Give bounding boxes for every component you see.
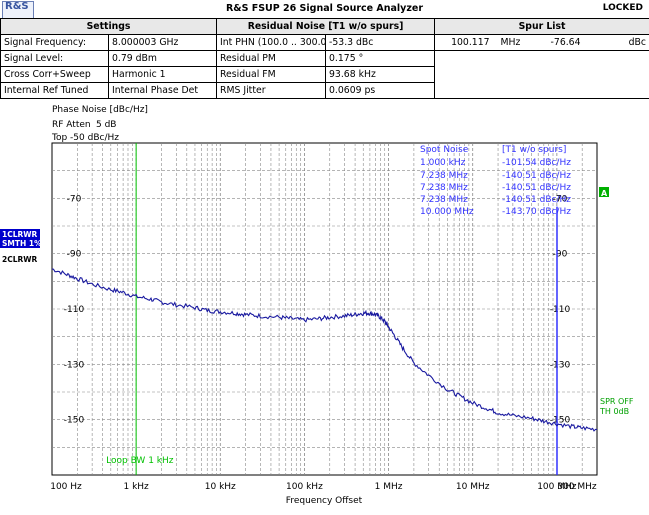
x-tick-label: 100 kHz xyxy=(286,482,323,492)
x-tick-label: 100 MHz xyxy=(537,482,577,492)
phase-noise-trace xyxy=(51,268,597,432)
spr-off-label: SPR OFF xyxy=(600,397,634,406)
lock-status: LOCKED xyxy=(602,3,643,13)
trace1-badge[interactable] xyxy=(0,229,40,248)
spot-noise-value: -140.51 dBc/Hz xyxy=(502,171,571,181)
x-tick-label: 10 MHz xyxy=(456,482,490,492)
settings-label: Internal Ref Tuned xyxy=(0,82,109,99)
y-tick-label-left: -90 xyxy=(67,250,82,260)
a-badge-text: A xyxy=(601,189,608,198)
spot-noise-header-right: [T1 w/o spurs] xyxy=(502,145,566,155)
top-level-label: Top -50 dBc/Hz xyxy=(51,133,119,143)
spot-noise-value: -143.70 dBc/Hz xyxy=(502,207,571,217)
x-tick-label: 10 kHz xyxy=(205,482,236,492)
trace1-label: 1CLRWR xyxy=(2,230,38,239)
x-axis-label: Frequency Offset xyxy=(286,496,363,506)
x-tick-labels: 100 Hz 1 kHz 10 kHz 100 kHz 1 MHz 10 MHz 100 M… xyxy=(50,482,597,492)
loop-bw-label: Loop BW 1 kHz xyxy=(106,456,174,466)
spur-freq-unit: MHz xyxy=(492,34,540,51)
y-tick-label-right: -130 xyxy=(550,360,571,370)
spot-noise-offset: 7.238 MHz xyxy=(420,171,468,181)
spot-noise-header: Spot Noise xyxy=(420,145,469,155)
y-tick-label-left: -130 xyxy=(64,360,85,370)
x-tick-label: 300 MHz xyxy=(557,482,597,492)
y-tick-labels: -70 -70 -90 -90 -110 -110 -130 -130 -150 -150 xyxy=(64,194,571,425)
plot-ylabel: Phase Noise [dBc/Hz] xyxy=(52,105,148,115)
residual-value: 0.0609 ps xyxy=(325,82,436,99)
logo-text: R&S xyxy=(5,1,29,12)
spot-noise-offset: 7.238 MHz xyxy=(420,195,468,205)
spot-noise-offset: 10.000 MHz xyxy=(420,207,474,217)
trace2-label[interactable]: 2CLRWR xyxy=(2,255,38,264)
threshold-label: TH 0dB xyxy=(599,407,629,416)
settings-value: Internal Phase Det xyxy=(107,82,218,99)
plot-grid xyxy=(52,143,597,475)
x-tick-label: 1 kHz xyxy=(123,482,149,492)
app-title: R&S FSUP 26 Signal Source Analyzer xyxy=(225,3,424,14)
x-tick-label: 1 MHz xyxy=(375,482,403,492)
y-tick-label-right: -110 xyxy=(550,305,571,315)
spot-noise-value: -101.54 dBc/Hz xyxy=(502,158,571,168)
x-tick-label: 100 Hz xyxy=(50,482,82,492)
y-tick-label-right: -90 xyxy=(553,250,568,260)
y-tick-label-left: -150 xyxy=(64,416,85,426)
trace1-smooth: SMTH 1% xyxy=(2,239,42,248)
spur-freq: 100.117 xyxy=(434,34,493,51)
a-badge xyxy=(599,187,609,197)
rf-atten-value: 5 dB xyxy=(96,120,116,130)
spur-list-heading: Spur List xyxy=(434,18,649,35)
y-tick-label-left: -110 xyxy=(64,305,85,315)
rf-atten-label: RF Atten xyxy=(52,120,91,130)
y-tick-label-right: -70 xyxy=(553,194,568,204)
y-tick-label-left: -70 xyxy=(67,194,82,204)
spur-level: -76.64 xyxy=(539,34,584,51)
spot-noise-value: -140.51 dBc/Hz xyxy=(502,195,571,205)
info-table: Settings Residual Noise [T1 w/o spurs] S… xyxy=(0,18,649,99)
y-tick-label-right: -150 xyxy=(550,416,571,426)
spot-noise-offset: 1.000 kHz xyxy=(420,158,466,168)
spot-noise-offset: 7.238 MHz xyxy=(420,183,468,193)
spot-noise-value: -140.51 dBc/Hz xyxy=(502,183,571,193)
